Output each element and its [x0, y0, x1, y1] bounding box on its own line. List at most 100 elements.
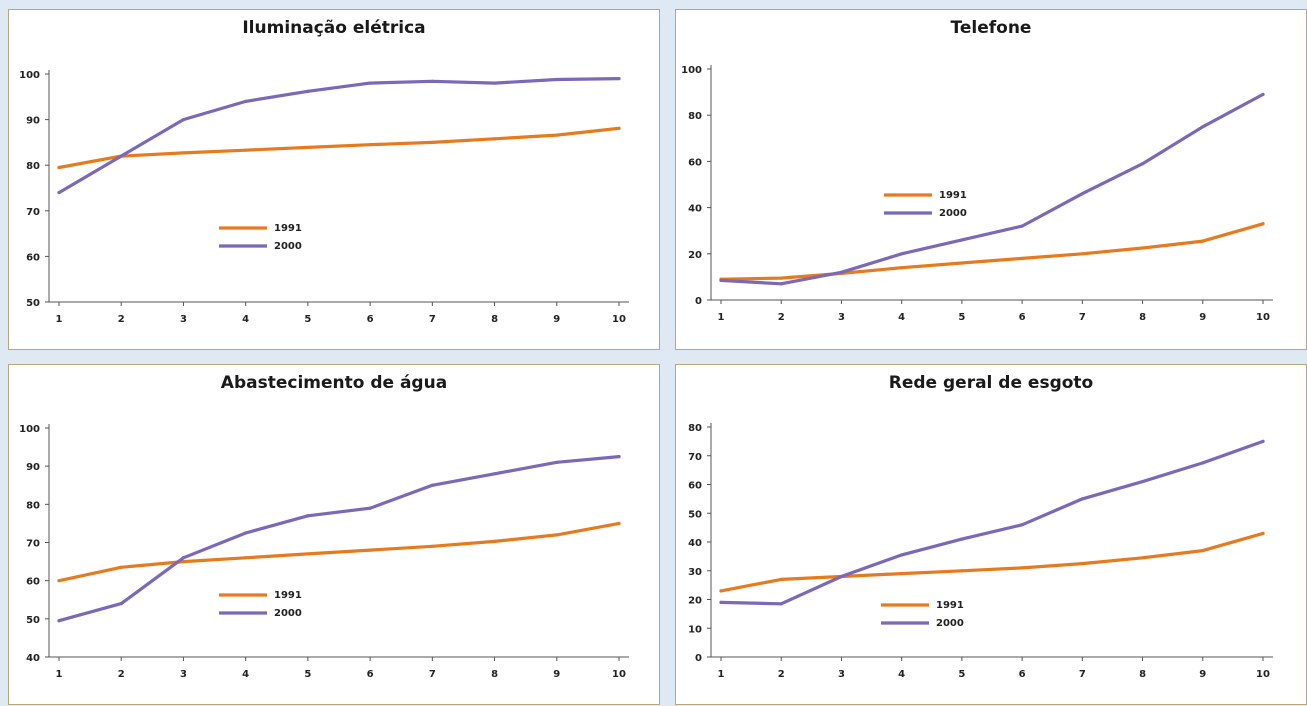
- y-tick-label: 100: [19, 424, 40, 435]
- legend-label: 1991: [939, 190, 967, 201]
- legend-label: 1991: [274, 590, 302, 601]
- data-point-2000: [1020, 224, 1024, 228]
- x-tick-label: 4: [898, 312, 905, 323]
- x-tick-label: 1: [56, 314, 63, 325]
- y-tick-label: 20: [688, 596, 702, 607]
- data-point-2000: [492, 81, 497, 85]
- data-point-1991: [719, 589, 723, 593]
- line-chart-abastecimento: 40 50 60 70 80 90 100 1 2 3 4 5 6 7 8 9 10 1991 2000: [19, 424, 629, 680]
- series-line-2000: [719, 439, 1265, 606]
- data-point-2000: [1080, 192, 1084, 196]
- chart-title: Telefone: [950, 18, 1032, 38]
- data-point-1991: [779, 276, 783, 280]
- x-tick-label: 7: [429, 314, 436, 325]
- y-tick-label: 40: [688, 204, 702, 215]
- data-point-2000: [119, 601, 123, 606]
- x-tick-label: 5: [958, 312, 965, 323]
- data-point-2000: [1020, 523, 1024, 527]
- y-tick-label: 80: [688, 111, 702, 122]
- series-line-1991: [57, 126, 621, 170]
- y-tick-label: 80: [26, 500, 40, 511]
- data-point-2000: [368, 506, 372, 510]
- data-point-1991: [1140, 246, 1145, 250]
- legend-label: 2000: [274, 241, 302, 252]
- data-point-1991: [1140, 556, 1145, 560]
- chart-panel-telefone: Telefone 0 20 40 60 80 100 1 2 3 4 5 6 7 8 9 10 1991 2000: [675, 9, 1307, 350]
- x-tick-label: 10: [612, 669, 626, 680]
- data-point-1991: [555, 533, 559, 537]
- data-point-2000: [617, 76, 621, 81]
- chart-title: Iluminação elétrica: [242, 18, 426, 38]
- series-line-1991: [57, 521, 621, 583]
- legend-label: 1991: [274, 223, 302, 234]
- line-chart-esgoto: 0 10 20 30 40 50 60 70 80 1 2 3 4 5 6 7 8 9 10 1991 2000: [688, 423, 1273, 680]
- data-point-1991: [1020, 256, 1024, 261]
- chart-panel-iluminacao: Iluminação elétrica 50 60 70 80 90 100 1 2 3 4 5 6 7…: [8, 9, 660, 350]
- data-point-2000: [1080, 497, 1084, 501]
- data-point-1991: [900, 266, 904, 270]
- data-point-2000: [555, 460, 559, 464]
- legend-label: 2000: [939, 208, 967, 219]
- data-point-2000: [306, 89, 310, 93]
- x-tick-label: 7: [1079, 669, 1086, 680]
- x-tick-label: 1: [718, 312, 725, 323]
- data-point-1991: [779, 577, 783, 581]
- y-tick-label: 50: [688, 509, 702, 520]
- data-point-1991: [368, 143, 372, 147]
- y-tick-label: 60: [688, 481, 702, 492]
- data-point-1991: [492, 137, 497, 141]
- data-point-1991: [1201, 549, 1205, 553]
- data-point-1991: [1020, 566, 1024, 570]
- data-point-1991: [1080, 561, 1084, 566]
- x-tick-label: 4: [242, 314, 249, 325]
- x-tick-label: 9: [553, 314, 560, 325]
- data-point-2000: [492, 472, 497, 476]
- data-point-2000: [430, 79, 434, 83]
- y-tick-label: 90: [26, 116, 40, 127]
- data-point-1991: [57, 579, 61, 583]
- x-tick-label: 9: [1199, 312, 1206, 323]
- data-point-1991: [1261, 531, 1265, 535]
- data-point-1991: [306, 552, 310, 556]
- data-point-1991: [57, 165, 61, 170]
- data-point-2000: [839, 574, 844, 579]
- data-point-1991: [1261, 222, 1265, 226]
- x-tick-label: 5: [958, 669, 965, 680]
- y-tick-label: 80: [688, 423, 702, 434]
- data-point-2000: [900, 252, 904, 256]
- legend-label: 2000: [274, 608, 302, 619]
- x-tick-label: 10: [1256, 312, 1270, 323]
- y-tick-label: 100: [19, 70, 40, 81]
- y-tick-label: 60: [26, 252, 40, 263]
- data-point-2000: [779, 282, 783, 286]
- data-point-1991: [368, 548, 372, 552]
- data-point-2000: [555, 77, 559, 82]
- x-tick-label: 1: [56, 669, 63, 680]
- data-point-2000: [181, 118, 186, 122]
- y-tick-label: 30: [688, 567, 702, 578]
- data-point-2000: [57, 619, 61, 623]
- data-point-1991: [617, 126, 621, 130]
- x-tick-label: 6: [367, 669, 374, 680]
- data-point-1991: [430, 140, 434, 144]
- y-tick-label: 0: [695, 653, 702, 664]
- data-point-2000: [1261, 92, 1265, 97]
- y-tick-label: 70: [26, 207, 40, 218]
- x-tick-label: 4: [898, 669, 905, 680]
- y-tick-label: 70: [688, 452, 702, 463]
- x-tick-label: 8: [1139, 312, 1146, 323]
- y-tick-label: 50: [26, 298, 40, 309]
- x-tick-label: 7: [429, 669, 436, 680]
- series-line-1991: [719, 222, 1265, 281]
- data-point-2000: [57, 190, 61, 195]
- x-tick-label: 8: [1139, 669, 1146, 680]
- data-point-2000: [1140, 480, 1145, 484]
- series-line-2000: [57, 76, 621, 195]
- x-tick-label: 6: [367, 314, 374, 325]
- y-tick-label: 70: [26, 539, 40, 550]
- line-chart-iluminacao: 50 60 70 80 90 100 1 2 3 4 5 6 7 8 9 10 1991 2000: [19, 70, 629, 325]
- chart-panel-abastecimento: Abastecimento de água 40 50 60 70 80 90 100 1 2 3…: [8, 364, 660, 705]
- data-point-2000: [368, 81, 372, 85]
- data-point-2000: [1201, 461, 1205, 465]
- x-tick-label: 3: [180, 669, 187, 680]
